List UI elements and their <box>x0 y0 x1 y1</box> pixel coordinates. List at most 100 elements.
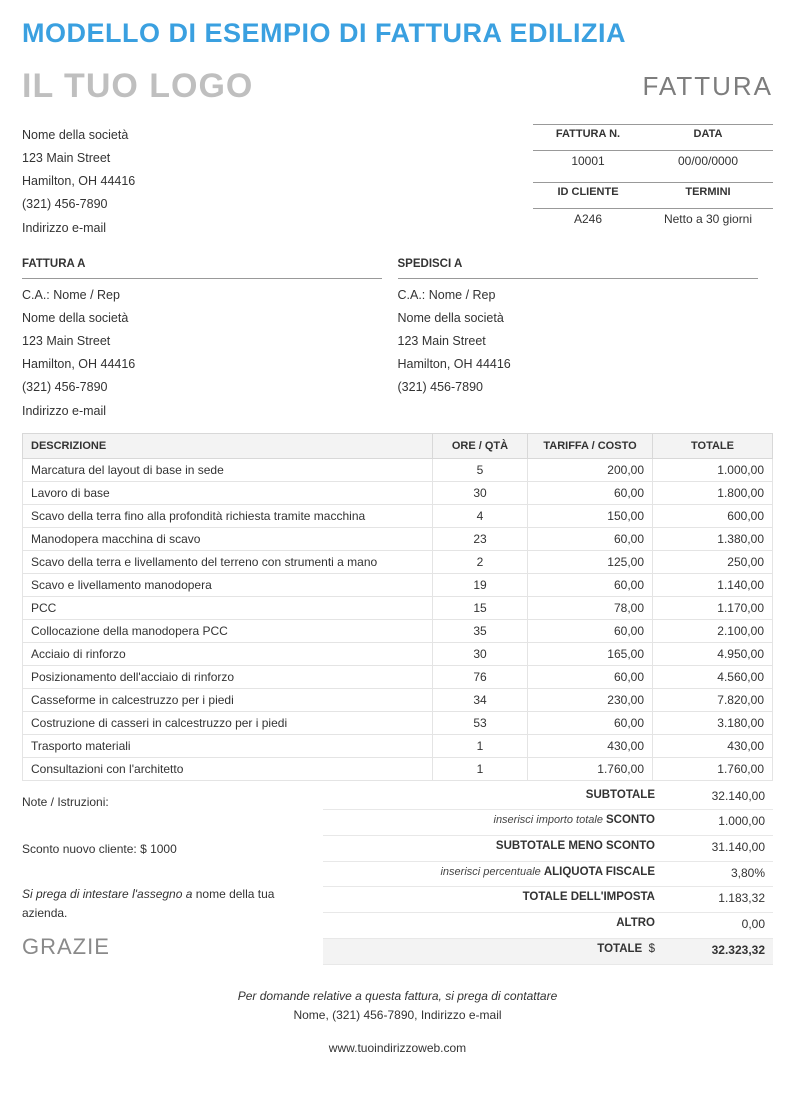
billto-city: Hamilton, OH 44416 <box>22 353 398 376</box>
cell-description: Collocazione della manodopera PCC <box>23 619 433 642</box>
client-id: A246 <box>533 209 643 239</box>
invoice-date: 00/00/0000 <box>643 151 773 181</box>
cell-qty: 1 <box>433 757 528 780</box>
footer-line2: Nome, (321) 456-7890, Indirizzo e-mail <box>22 1006 773 1025</box>
address-columns: FATTURA A C.A.: Nome / Rep Nome della so… <box>22 254 773 423</box>
subtotal-less-label: SUBTOTALE MENO SCONTO <box>496 840 655 852</box>
cell-rate: 125,00 <box>528 550 653 573</box>
total-value: 32.323,32 <box>663 939 773 965</box>
cell-qty: 30 <box>433 642 528 665</box>
subtotal-label: SUBTOTALE <box>586 789 655 801</box>
billto-email: Indirizzo e-mail <box>22 400 398 423</box>
col-total: TOTALE <box>653 433 773 458</box>
cell-total: 250,00 <box>653 550 773 573</box>
col-description: DESCRIZIONE <box>23 433 433 458</box>
taxrate-value: 3,80% <box>663 862 773 888</box>
ship-to-label: SPEDISCI A <box>398 254 758 279</box>
table-row: Acciaio di rinforzo30165,004.950,00 <box>23 642 773 665</box>
other-label: ALTRO <box>616 917 655 929</box>
footer-web: www.tuoindirizzoweb.com <box>22 1039 773 1058</box>
cell-description: Marcatura del layout di base in sede <box>23 458 433 481</box>
cell-description: Lavoro di base <box>23 481 433 504</box>
date-label: DATA <box>643 124 773 151</box>
summary-block: Note / Istruzioni: Sconto nuovo cliente:… <box>22 785 773 965</box>
info-block: Nome della società 123 Main Street Hamil… <box>22 124 773 240</box>
cell-description: Trasporto materiali <box>23 734 433 757</box>
taxrate-label: ALIQUOTA FISCALE <box>544 866 655 878</box>
cell-total: 1.140,00 <box>653 573 773 596</box>
client-id-label: ID CLIENTE <box>533 182 643 209</box>
main-title: MODELLO DI ESEMPIO DI FATTURA EDILIZIA <box>22 18 773 49</box>
cell-qty: 34 <box>433 688 528 711</box>
document-type-label: FATTURA <box>642 71 773 102</box>
table-row: Lavoro di base3060,001.800,00 <box>23 481 773 504</box>
cell-total: 7.820,00 <box>653 688 773 711</box>
cell-rate: 60,00 <box>528 665 653 688</box>
cell-rate: 60,00 <box>528 481 653 504</box>
cell-qty: 53 <box>433 711 528 734</box>
cell-rate: 60,00 <box>528 711 653 734</box>
invoice-no-label: FATTURA N. <box>533 124 643 151</box>
company-name: Nome della società <box>22 124 135 147</box>
cell-rate: 230,00 <box>528 688 653 711</box>
cell-qty: 76 <box>433 665 528 688</box>
cell-description: Consultazioni con l'architetto <box>23 757 433 780</box>
cell-rate: 78,00 <box>528 596 653 619</box>
billto-attn: C.A.: Nome / Rep <box>22 284 398 307</box>
discount-note: Sconto nuovo cliente: $ 1000 <box>22 840 323 859</box>
logo-placeholder: IL TUO LOGO <box>22 67 253 106</box>
taxtotal-label: TOTALE DELL'IMPOSTA <box>523 891 655 903</box>
shipto-street: 123 Main Street <box>398 330 774 353</box>
taxtotal-value: 1.183,32 <box>663 887 773 913</box>
cell-qty: 1 <box>433 734 528 757</box>
ship-to: SPEDISCI A C.A.: Nome / Rep Nome della s… <box>398 254 774 423</box>
cell-rate: 430,00 <box>528 734 653 757</box>
shipto-city: Hamilton, OH 44416 <box>398 353 774 376</box>
shipto-name: Nome della società <box>398 307 774 330</box>
line-items-table: DESCRIZIONE ORE / QTÀ TARIFFA / COSTO TO… <box>22 433 773 781</box>
billto-phone: (321) 456-7890 <box>22 376 398 399</box>
table-row: Manodopera macchina di scavo2360,001.380… <box>23 527 773 550</box>
cell-qty: 19 <box>433 573 528 596</box>
terms: Netto a 30 giorni <box>643 209 773 239</box>
cell-total: 3.180,00 <box>653 711 773 734</box>
other-value: 0,00 <box>663 913 773 939</box>
terms-label: TERMINI <box>643 182 773 209</box>
cell-rate: 60,00 <box>528 573 653 596</box>
cell-total: 4.560,00 <box>653 665 773 688</box>
discount-label: SCONTO <box>606 814 655 826</box>
invoice-no: 10001 <box>533 151 643 181</box>
company-city: Hamilton, OH 44416 <box>22 170 135 193</box>
cell-total: 430,00 <box>653 734 773 757</box>
table-row: Trasporto materiali1430,00430,00 <box>23 734 773 757</box>
shipto-attn: C.A.: Nome / Rep <box>398 284 774 307</box>
thanks-label: GRAZIE <box>22 929 323 964</box>
footer-line1: Per domande relative a questa fattura, s… <box>22 987 773 1006</box>
company-info: Nome della società 123 Main Street Hamil… <box>22 124 135 240</box>
cell-total: 600,00 <box>653 504 773 527</box>
cell-rate: 200,00 <box>528 458 653 481</box>
cell-qty: 30 <box>433 481 528 504</box>
company-street: 123 Main Street <box>22 147 135 170</box>
col-qty: ORE / QTÀ <box>433 433 528 458</box>
table-row: PCC1578,001.170,00 <box>23 596 773 619</box>
footer: Per domande relative a questa fattura, s… <box>22 987 773 1059</box>
bill-to: FATTURA A C.A.: Nome / Rep Nome della so… <box>22 254 398 423</box>
table-row: Casseforme in calcestruzzo per i piedi34… <box>23 688 773 711</box>
cell-description: Casseforme in calcestruzzo per i piedi <box>23 688 433 711</box>
invoice-meta: FATTURA N. DATA 10001 00/00/0000 ID CLIE… <box>533 124 773 240</box>
cell-rate: 60,00 <box>528 619 653 642</box>
cell-total: 1.380,00 <box>653 527 773 550</box>
table-row: Scavo della terra fino alla profondità r… <box>23 504 773 527</box>
cell-qty: 2 <box>433 550 528 573</box>
cell-rate: 60,00 <box>528 527 653 550</box>
col-rate: TARIFFA / COSTO <box>528 433 653 458</box>
table-row: Posizionamento dell'acciaio di rinforzo7… <box>23 665 773 688</box>
table-row: Collocazione della manodopera PCC3560,00… <box>23 619 773 642</box>
cell-description: Acciaio di rinforzo <box>23 642 433 665</box>
cell-total: 4.950,00 <box>653 642 773 665</box>
cell-description: Costruzione di casseri in calcestruzzo p… <box>23 711 433 734</box>
table-row: Scavo e livellamento manodopera1960,001.… <box>23 573 773 596</box>
table-row: Marcatura del layout di base in sede5200… <box>23 458 773 481</box>
table-row: Scavo della terra e livellamento del ter… <box>23 550 773 573</box>
